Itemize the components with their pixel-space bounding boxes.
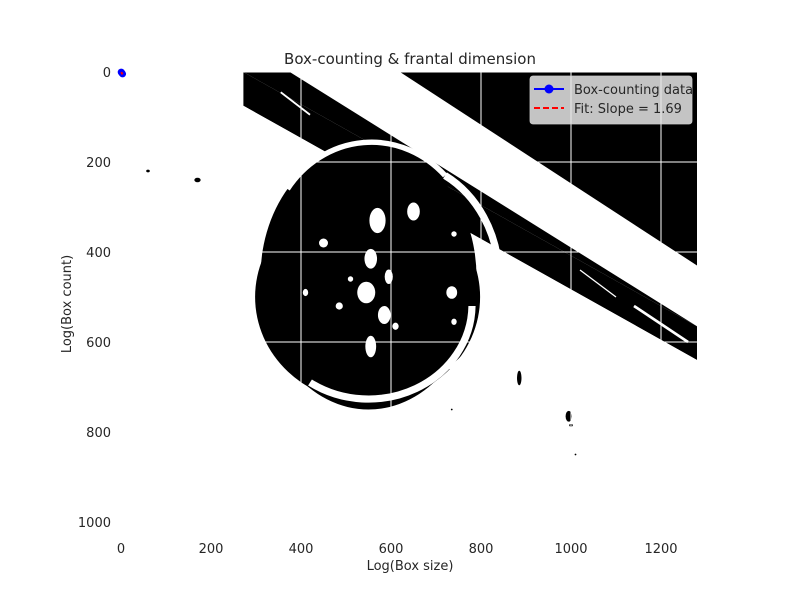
y-tick-label: 200 (86, 156, 111, 171)
x-tick-label: 600 (379, 542, 404, 557)
y-axis-label: Log(Box count) (60, 255, 75, 353)
series-layer (117, 68, 127, 78)
legend-label-1: Fit: Slope = 1.69 (574, 102, 682, 117)
series-line-1 (120, 71, 124, 75)
legend-marker-0 (544, 84, 554, 94)
legend-box (529, 75, 693, 125)
y-tick-label: 400 (86, 246, 111, 261)
y-tick-label: 1000 (78, 516, 111, 531)
y-tick-label: 600 (86, 336, 111, 351)
grid-lines (120, 71, 697, 523)
legend-entry-1: Fit: Slope = 1.69 (534, 102, 682, 117)
legend-label-0: Box-counting data (574, 83, 693, 98)
plot-area (117, 68, 697, 523)
y-axis-ticks: 0 200 400 600 800 1000 (78, 66, 111, 531)
y-tick-label: 800 (86, 426, 111, 441)
x-tick-label: 1000 (554, 542, 587, 557)
chart-title: Box-counting & frantal dimension (284, 50, 536, 68)
x-axis-ticks: 0 200 400 600 800 1000 1200 (117, 542, 678, 557)
x-tick-label: 800 (469, 542, 494, 557)
binary-image (146, 72, 697, 456)
y-tick-label: 0 (103, 66, 111, 81)
legend: Box-counting data Fit: Slope = 1.69 (529, 75, 693, 125)
legend-entry-0: Box-counting data (534, 83, 693, 98)
x-tick-label: 400 (289, 542, 314, 557)
x-tick-label: 200 (199, 542, 224, 557)
x-tick-label: 0 (117, 542, 125, 557)
x-tick-label: 1200 (644, 542, 677, 557)
x-axis-label: Log(Box size) (367, 559, 454, 574)
